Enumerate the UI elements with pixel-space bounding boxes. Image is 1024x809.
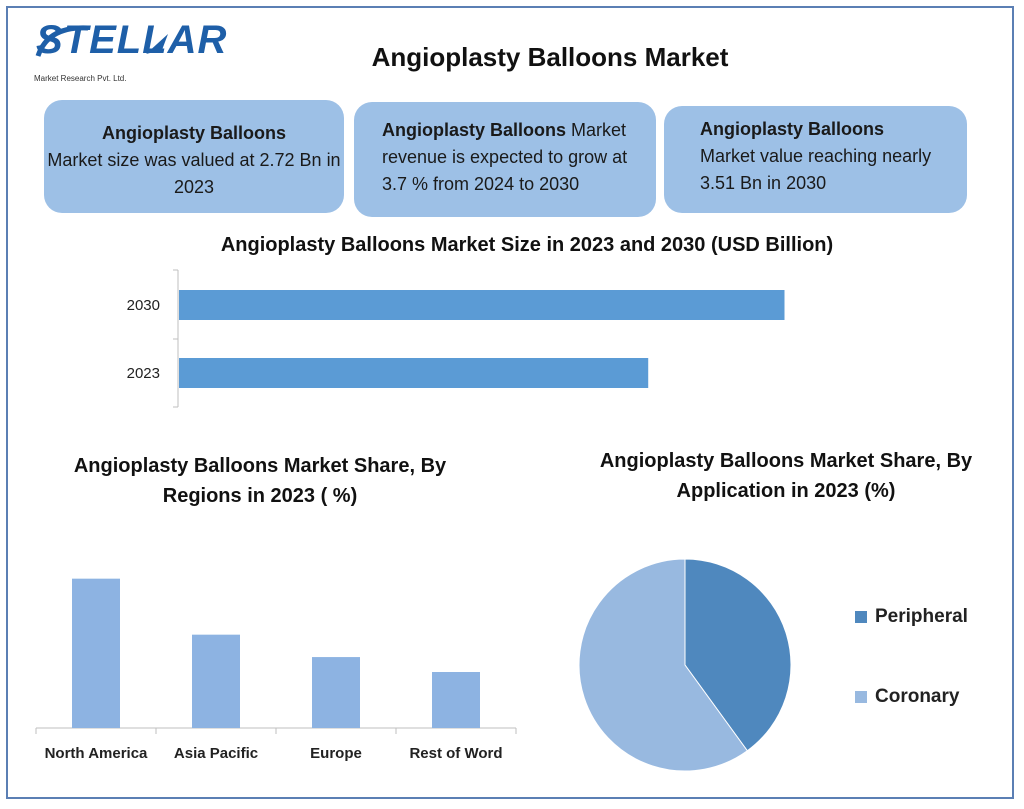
legend-label: Peripheral [875, 606, 968, 627]
bar-rest-of-word [432, 672, 480, 728]
category-label: North America [45, 745, 148, 762]
brand-tagline: Market Research Pvt. Ltd. [34, 74, 127, 83]
category-label: Rest of Word [409, 745, 502, 762]
bar-asia-pacific [192, 634, 240, 728]
stat-card-value-2030: Angioplasty Balloons Market value reachi… [664, 106, 967, 213]
category-label: 2023 [127, 365, 160, 382]
regions-chart-title: Angioplasty Balloons Market Share, By Re… [73, 455, 447, 507]
regions-chart: North America Asia Pacific Europe Rest of W… [35, 578, 517, 762]
pie-slice-peripheral [684, 558, 792, 752]
stat-card-size-2023: Angioplasty Balloons Market size was val… [44, 100, 344, 213]
category-label: Asia Pacific [174, 745, 258, 762]
card-heading: Angioplasty Balloons [382, 120, 567, 140]
application-chart-title: Angioplasty Balloons Market Share, By Ap… [599, 450, 973, 502]
card-heading: Angioplasty Balloons [101, 123, 287, 143]
legend-label: Coronary [875, 686, 960, 707]
brand-logo [28, 16, 188, 88]
card-text: Market value reaching nearly 3.51 Bn in … [700, 146, 932, 193]
legend-swatch [855, 611, 867, 623]
page-title: Angioplasty Balloons Market [371, 42, 729, 72]
market-size-chart: 2030 2023 [127, 269, 785, 408]
legend-item-coronary: Coronary [855, 686, 959, 708]
bar-north-america [72, 578, 120, 728]
bar-2023 [179, 358, 649, 388]
market-size-chart-title: Angioplasty Balloons Market Size in 2023… [220, 234, 834, 256]
legend-item-peripheral: Peripheral [855, 606, 968, 628]
bar-2030 [179, 290, 785, 320]
card-heading: Angioplasty Balloons [700, 119, 885, 139]
frame-border [6, 6, 1014, 799]
brand-name: STELLAR [36, 18, 228, 62]
card-text: Market size was valued at 2.72 Bn in 202… [47, 150, 341, 197]
category-label: Europe [310, 745, 362, 762]
logo-swoosh-icon [35, 25, 168, 57]
legend-swatch [855, 691, 867, 703]
card-text: Market revenue is expected to grow at 3.… [382, 120, 628, 194]
category-label: 2030 [127, 297, 160, 314]
application-pie-chart [578, 558, 792, 772]
bar-europe [312, 657, 360, 728]
stat-card-growth: Angioplasty Balloons Market revenue is e… [354, 102, 656, 217]
pie-slice-coronary [578, 558, 749, 772]
